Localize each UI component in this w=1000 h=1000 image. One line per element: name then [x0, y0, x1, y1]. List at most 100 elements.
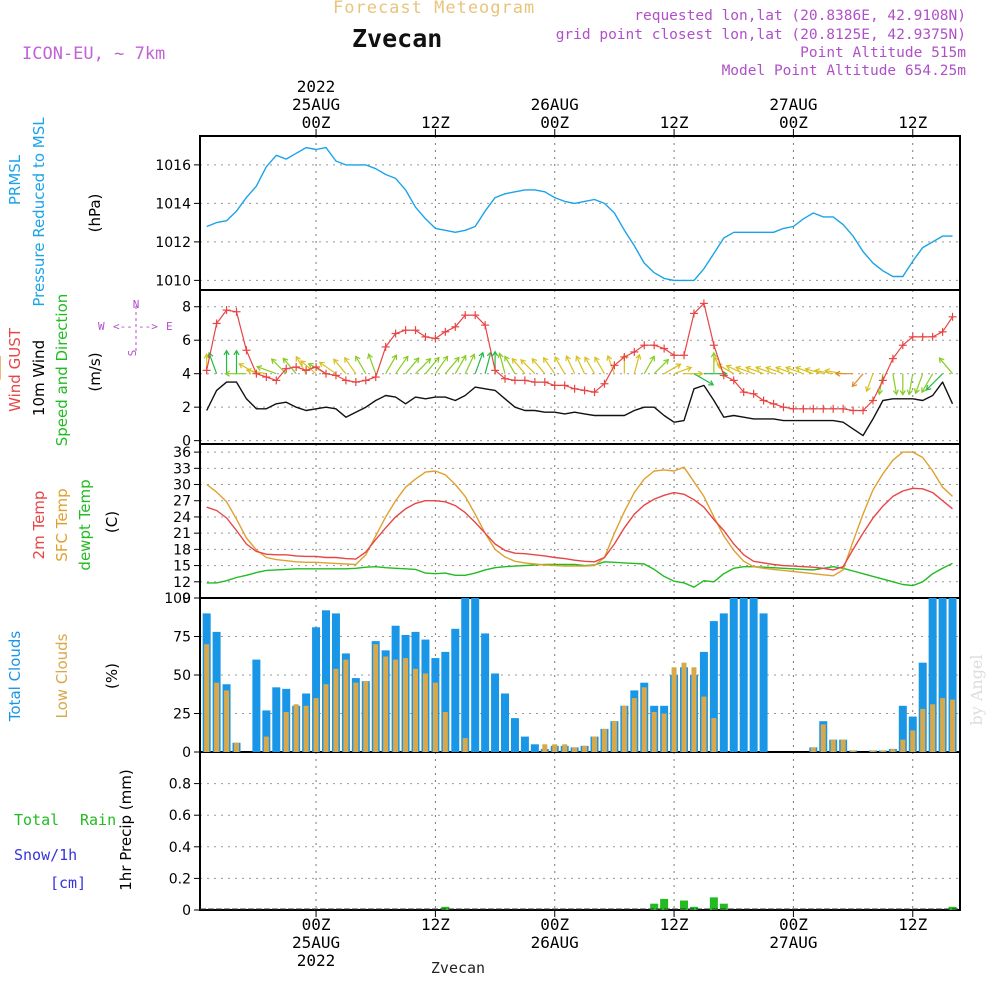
x-tick-label-bottom: 12Z	[421, 915, 450, 934]
bar-total-cloud	[481, 633, 490, 752]
wind-arrow-head	[906, 389, 913, 396]
gust-marker	[670, 351, 679, 360]
gust-marker	[570, 384, 579, 393]
ylabel-hpa: (hPa)	[86, 194, 104, 233]
gust-marker	[620, 352, 629, 361]
wind-arrow-shaft	[726, 365, 744, 375]
wind-arrow-shaft	[344, 357, 357, 375]
wind-arrow-shaft	[282, 357, 297, 375]
bar-low-cloud	[900, 739, 906, 752]
bar-low-cloud	[940, 698, 946, 752]
wind-arrow	[531, 357, 546, 375]
wind-arrow-shaft	[594, 356, 605, 374]
gust-marker	[948, 312, 957, 321]
wind-arrow-shaft	[520, 359, 536, 375]
y-tick-label: 25	[173, 707, 191, 723]
gust-marker	[322, 369, 331, 378]
gust-marker	[590, 388, 599, 397]
wind-arrow	[710, 351, 717, 374]
wind-arrow	[256, 365, 277, 375]
wind-arrow-head	[224, 370, 231, 377]
x-tick-label-top: 00Z	[779, 113, 808, 132]
x-tick-label-top: 00Z	[302, 113, 331, 132]
wind-arrow	[223, 349, 230, 374]
gust-marker	[222, 306, 231, 315]
gust-marker	[650, 341, 659, 350]
requested-coords: requested lon,lat (20.8386E, 42.9108N)	[634, 8, 966, 24]
wind-arrow-head	[775, 365, 782, 372]
wind-arrow-shaft	[633, 354, 640, 374]
bar-total-cloud	[322, 610, 331, 752]
bar-low-cloud	[611, 721, 617, 752]
wind-arrow-head	[754, 365, 762, 372]
gust-marker	[202, 366, 211, 375]
year-label-top: 2022	[297, 77, 336, 96]
x-tick-label-bottom: 00Z	[779, 915, 808, 934]
wind-arrow	[415, 357, 432, 375]
wind-arrow	[804, 366, 824, 375]
chart-title: Forecast Meteogram	[333, 0, 536, 18]
bar-low-cloud	[303, 705, 309, 752]
y-tick-label: 8	[182, 300, 191, 316]
wind-arrow	[405, 357, 420, 375]
y-tick-label: 100	[164, 591, 191, 607]
wind-arrow	[834, 370, 854, 377]
wind-arrow-shaft	[814, 369, 834, 375]
y-tick-label: 12	[173, 575, 191, 591]
wind-arrow-shaft	[851, 373, 864, 387]
wind-arrow-head	[391, 354, 398, 361]
gust-marker	[341, 376, 350, 385]
wind-arrow-shaft	[208, 352, 218, 374]
wind-arrow	[355, 355, 367, 374]
wind-arrow-head	[575, 355, 581, 362]
wind-arrow	[474, 351, 485, 374]
gust-marker	[819, 404, 828, 413]
bar-total-cloud	[262, 710, 271, 752]
bar-low-cloud	[601, 728, 607, 752]
gust-marker	[868, 396, 877, 405]
wind-arrow	[663, 363, 682, 375]
gust-marker	[381, 342, 390, 351]
model-label: ICON-EU, ~ 7km	[22, 44, 166, 64]
gust-marker	[441, 327, 450, 336]
wind-arrow-shaft	[775, 366, 794, 375]
gust-marker	[689, 309, 698, 318]
bar-precip	[441, 906, 450, 910]
y-tick-label: 36	[173, 445, 191, 461]
wind-arrow-shaft	[795, 366, 814, 375]
wind-arrow-head	[207, 351, 214, 359]
wind-arrow	[207, 351, 218, 374]
bar-low-cloud	[224, 690, 230, 752]
gust-marker	[849, 406, 858, 415]
bar-low-cloud	[204, 644, 210, 752]
wind-arrow-head	[765, 365, 772, 372]
wind-arrow-shaft	[735, 366, 754, 375]
wind-arrow-head	[938, 357, 945, 364]
bar-precip	[948, 906, 957, 910]
bar-low-cloud	[442, 711, 448, 752]
wind-arrow-shaft	[355, 356, 367, 374]
wind-arrow-shaft	[693, 373, 714, 386]
wind-arrow	[497, 352, 506, 374]
x-tick-label-bottom: 12Z	[660, 915, 689, 934]
gust-marker	[252, 369, 261, 378]
bar-total-cloud	[272, 687, 281, 752]
wind-arrow-shaft	[504, 356, 516, 374]
gust-marker	[789, 404, 798, 413]
wind-arrow-head	[606, 354, 613, 361]
wind-arrow-shaft	[405, 357, 420, 375]
gust-marker	[550, 381, 559, 390]
x-tick-label-top: 00Z	[540, 113, 569, 132]
wind-arrow	[424, 356, 440, 375]
wind-arrow	[865, 373, 874, 393]
wind-arrow-shaft	[908, 373, 914, 395]
wind-arrow-head	[565, 355, 571, 362]
bar-total-cloud	[471, 598, 480, 752]
x-tick-label-bottom: 00Z	[540, 915, 569, 934]
wind-arrow-shaft	[575, 356, 586, 374]
gust-marker	[928, 332, 937, 341]
bar-low-cloud	[263, 736, 269, 752]
x-tick-label-bottom: 26AUG	[531, 933, 579, 952]
wind-arrow	[520, 359, 536, 375]
gust-marker	[481, 321, 490, 330]
